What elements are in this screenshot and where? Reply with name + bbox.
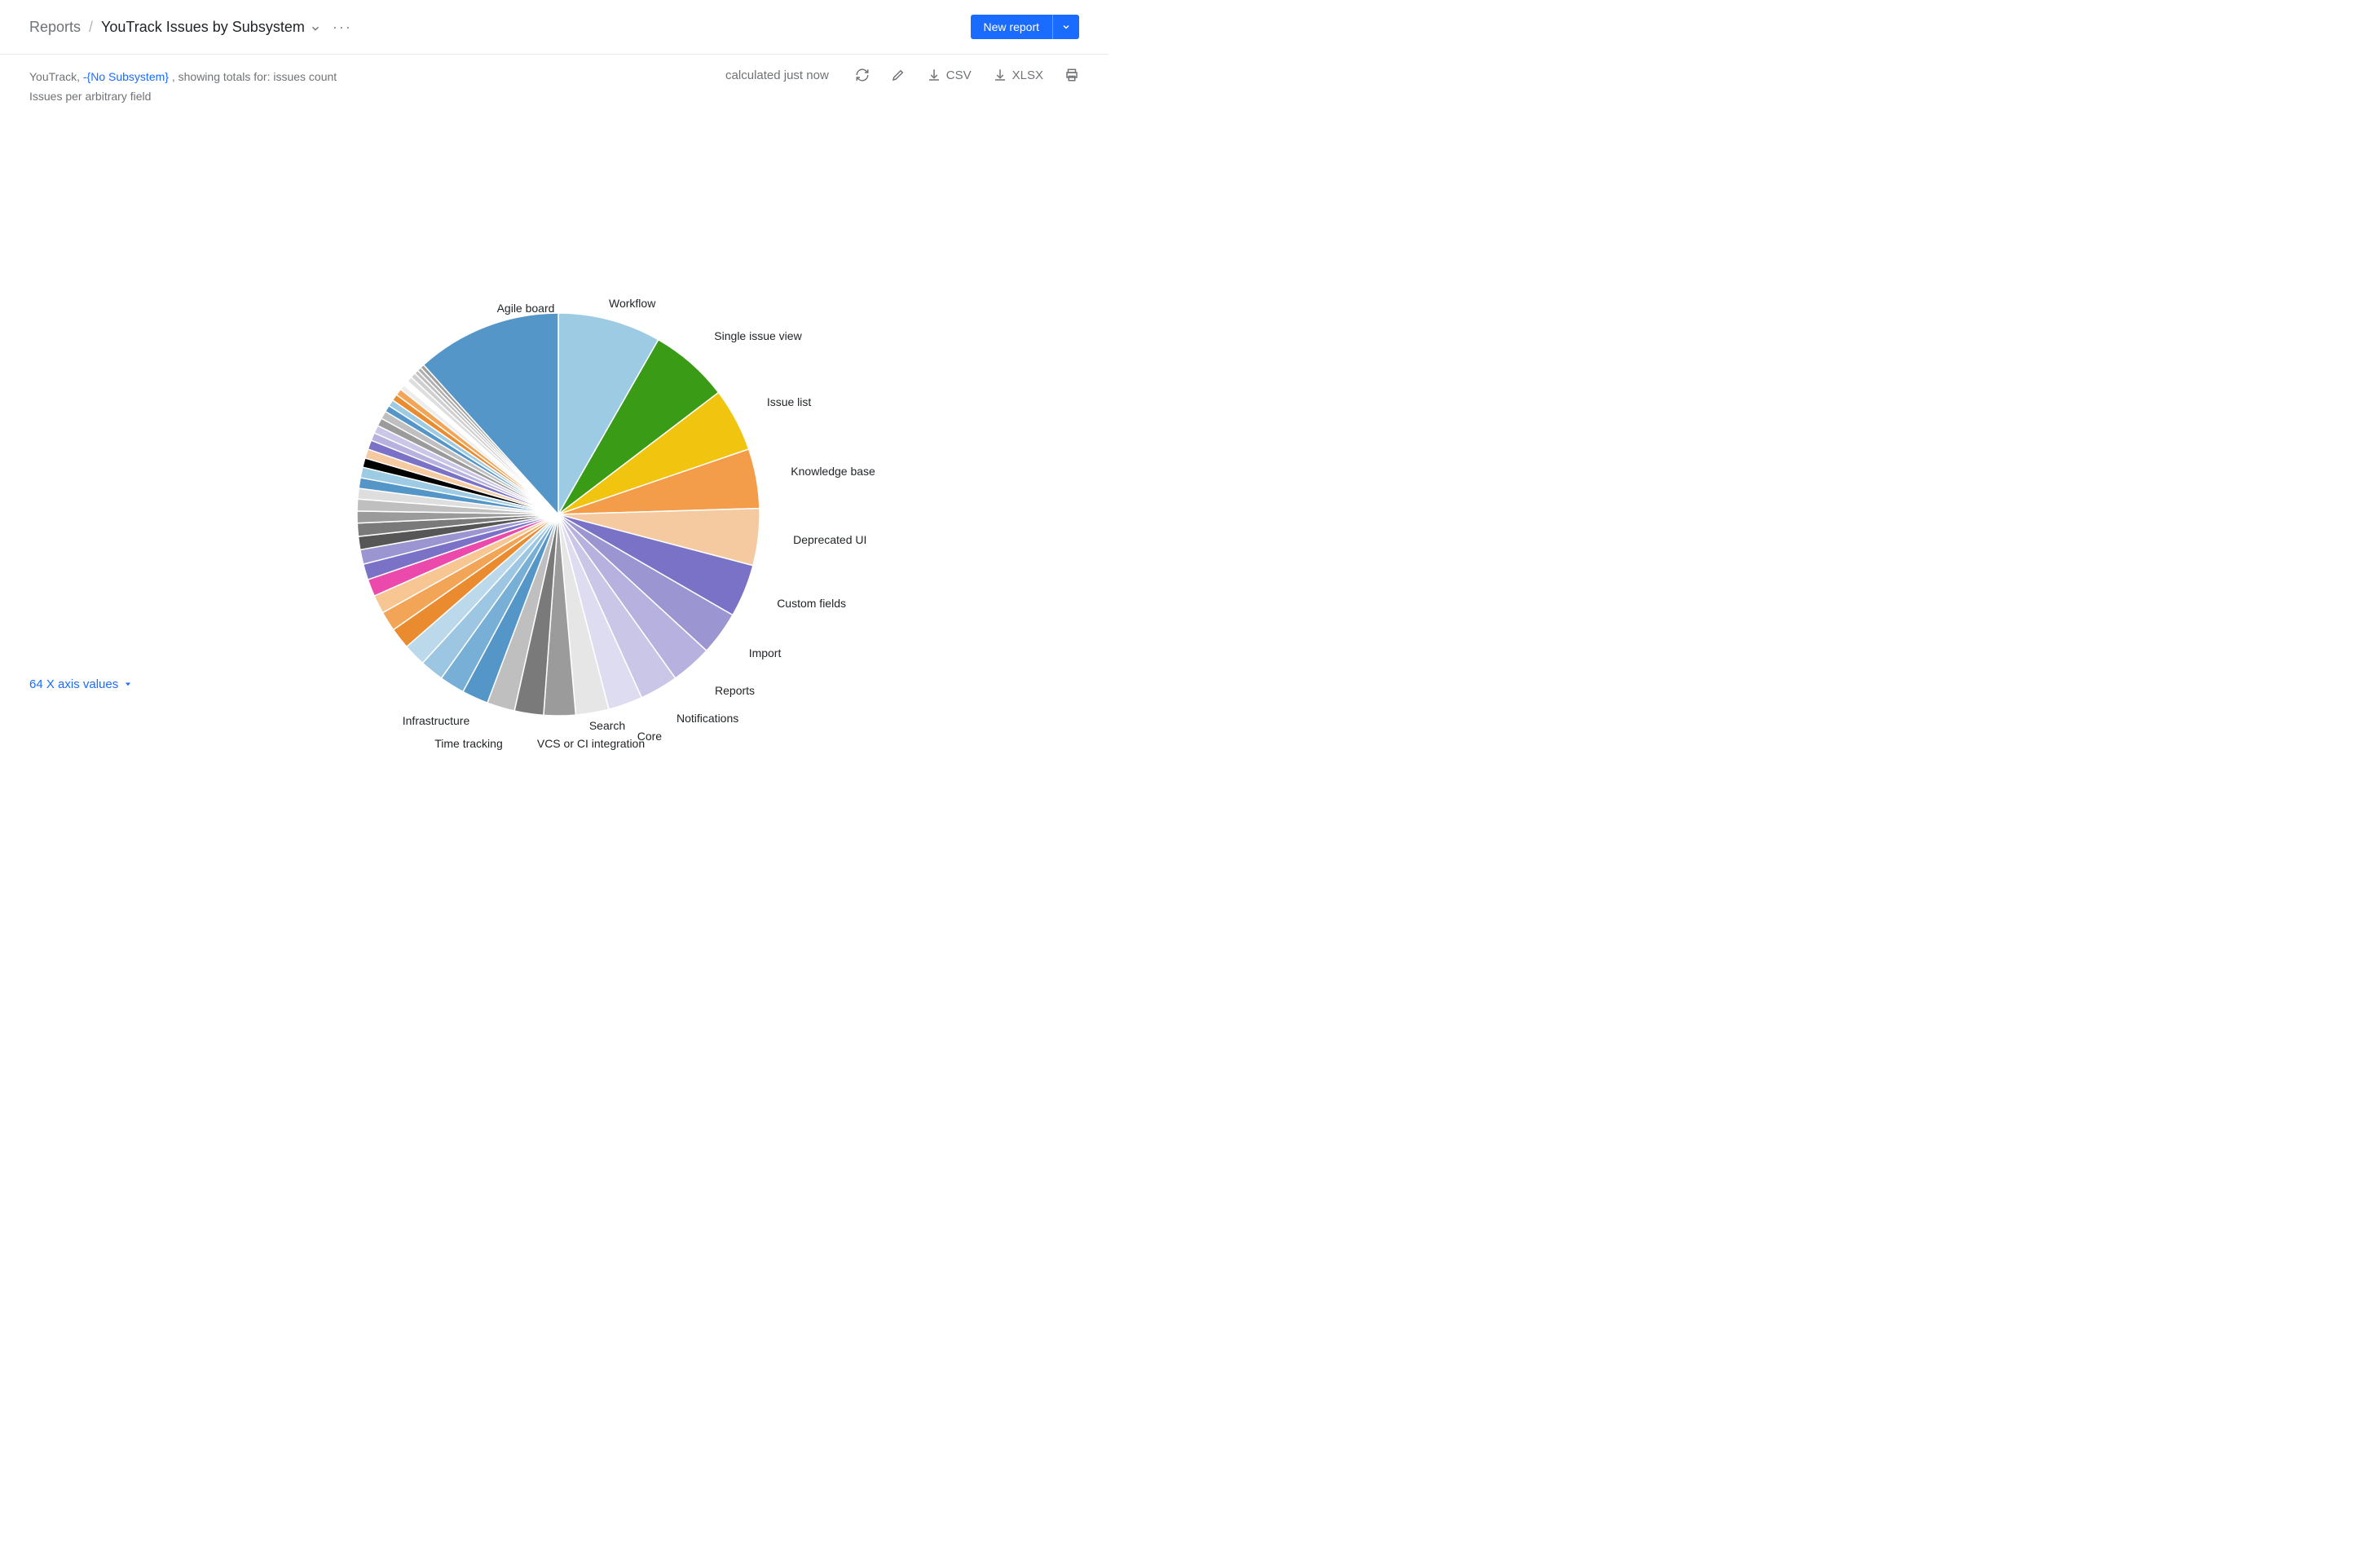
report-subheader: YouTrack, -{No Subsystem} , showing tota… — [0, 55, 1108, 107]
pie-slice-label: Search — [589, 719, 625, 732]
pie-slice-label: Deprecated UI — [793, 533, 866, 546]
pie-slice-label: Time tracking — [434, 737, 503, 750]
desc-suffix: , showing totals for: issues count — [169, 70, 337, 83]
pie-slice-label: Infrastructure — [403, 714, 469, 727]
page-header: Reports / YouTrack Issues by Subsystem ·… — [0, 0, 1108, 55]
print-button[interactable] — [1064, 68, 1079, 82]
more-actions-icon[interactable]: ··· — [329, 19, 352, 36]
download-csv-button[interactable]: CSV — [927, 68, 972, 82]
pie-slice-label: Agile board — [497, 302, 555, 315]
chevron-down-icon — [310, 21, 321, 33]
new-report-button[interactable]: New report — [971, 15, 1052, 39]
edit-button[interactable] — [891, 68, 906, 82]
pie-slice-label: Single issue view — [714, 329, 801, 342]
desc-prefix: YouTrack, — [29, 70, 83, 83]
report-toolbar: calculated just now CSV — [725, 68, 1079, 82]
report-description: YouTrack, -{No Subsystem} , showing tota… — [29, 68, 337, 107]
new-report-button-group: New report — [971, 15, 1079, 39]
pie-slice-label: Reports — [715, 684, 755, 697]
xlsx-label: XLSX — [1012, 68, 1043, 82]
pie-slice-label: Custom fields — [777, 597, 846, 610]
download-icon — [993, 68, 1007, 82]
breadcrumb-current[interactable]: YouTrack Issues by Subsystem — [101, 19, 321, 36]
print-icon — [1064, 68, 1079, 82]
breadcrumb-separator: / — [89, 19, 93, 36]
pie-chart-svg — [0, 107, 1108, 743]
filter-link[interactable]: -{No Subsystem} — [83, 70, 169, 83]
download-xlsx-button[interactable]: XLSX — [993, 68, 1043, 82]
pie-slice-label: Import — [749, 646, 782, 659]
pie-slice-label: Knowledge base — [791, 465, 875, 478]
csv-label: CSV — [946, 68, 972, 82]
breadcrumb-root[interactable]: Reports — [29, 19, 81, 36]
desc-line2: Issues per arbitrary field — [29, 87, 337, 107]
breadcrumb: Reports / YouTrack Issues by Subsystem ·… — [29, 19, 352, 36]
refresh-button[interactable] — [855, 68, 870, 82]
pie-slice-label: Workflow — [609, 297, 655, 310]
breadcrumb-current-label: YouTrack Issues by Subsystem — [101, 19, 305, 36]
download-icon — [927, 68, 941, 82]
pie-slice-label: Issue list — [767, 395, 811, 408]
refresh-icon — [855, 68, 870, 82]
pie-slice-label: Notifications — [677, 712, 738, 725]
pie-slice-label: VCS or CI integration — [537, 737, 645, 750]
new-report-dropdown[interactable] — [1052, 15, 1079, 39]
pie-chart: Workflow Single issue view Issue list Knowl… — [0, 107, 1108, 677]
pencil-icon — [891, 68, 906, 82]
calculated-status: calculated just now — [725, 68, 829, 82]
